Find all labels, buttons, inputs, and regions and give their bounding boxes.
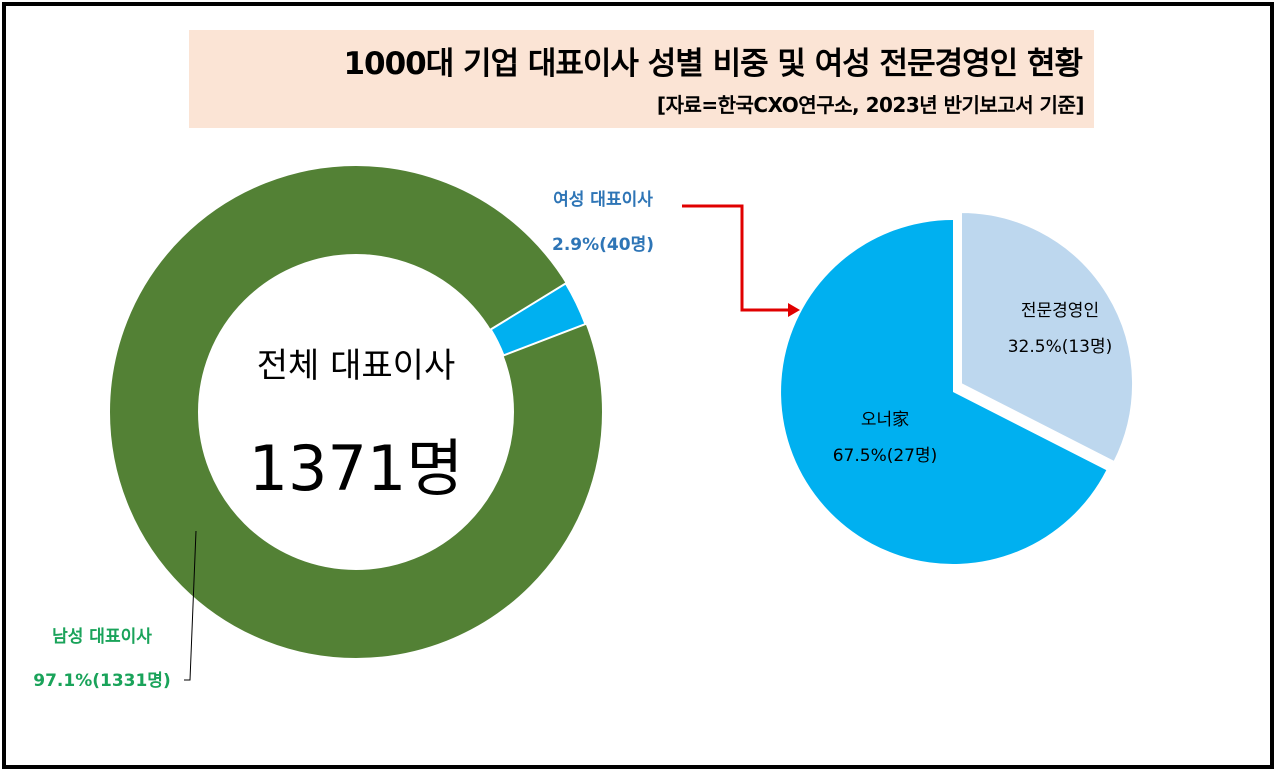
donut-chart [110,166,602,658]
pie-owner-value: 67.5%(27명) [832,446,938,466]
chart-title: 1000대 기업 대표이사 성별 비중 및 여성 전문경영인 현황 [343,46,1083,82]
red-arrow [682,204,800,317]
donut-slice-female [489,282,587,357]
pie-professional-label: 전문경영인 [1020,301,1100,321]
pie-chart [781,210,1135,564]
donut-center-value: 1371명 [248,432,464,505]
female-label: 여성 대표이사 [553,190,653,210]
pie-owner-label: 오너家 [860,410,910,430]
chart-source: [자료=한국CXO연구소, 2023년 반기보고서 기준] [656,93,1085,117]
pie-slice-professional [960,210,1135,464]
male-leader-line [184,530,197,681]
male-label: 남성 대표이사 [52,627,152,647]
donut-slice-male [110,166,602,658]
pie-professional-value: 32.5%(13명) [1007,337,1113,357]
female-value: 2.9%(40명) [552,235,654,255]
male-value: 97.1%(1331명) [33,671,171,691]
title-banner: 1000대 기업 대표이사 성별 비중 및 여성 전문경영인 현황 [자료=한국… [189,30,1094,128]
pie-slice-owner [781,220,1107,564]
donut-center-label: 전체 대표이사 [256,346,456,386]
